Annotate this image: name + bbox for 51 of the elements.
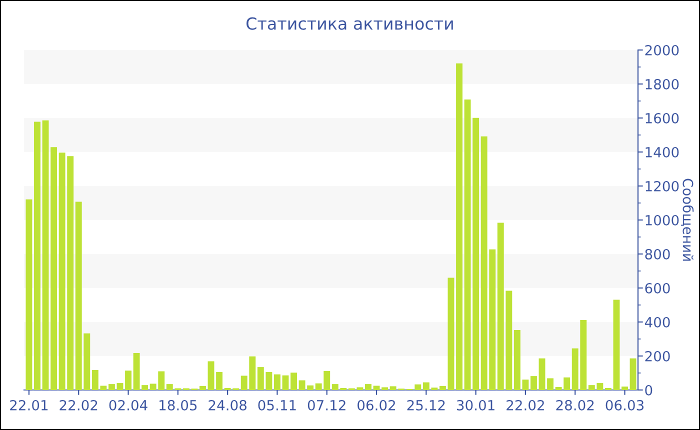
y-tick-label: 0	[645, 384, 652, 396]
y-tick-label: 200	[645, 350, 670, 362]
bar	[439, 386, 446, 390]
bar	[538, 358, 546, 390]
bar	[26, 199, 32, 390]
x-tick-label: 24.08	[208, 400, 246, 410]
bar	[290, 372, 297, 390]
bar	[373, 386, 380, 390]
bar	[547, 378, 554, 390]
y-tick-label: 1600	[646, 112, 679, 124]
bar	[34, 122, 40, 390]
x-tick-label: 22.02	[506, 400, 544, 410]
x-tick-label: 28.02	[556, 400, 594, 410]
y-tick-label: 800	[645, 248, 670, 260]
y-tick-label: 400	[644, 316, 670, 328]
y-tick-label: 600	[645, 282, 670, 294]
bar	[613, 300, 620, 390]
y-tick-label: 1800	[646, 78, 679, 90]
y-tick-label: 1400	[646, 146, 679, 158]
x-tick-label: 18.05	[160, 400, 197, 410]
bar	[116, 383, 124, 390]
bar	[630, 358, 636, 390]
x-tick-label: 02.04	[109, 400, 148, 410]
bar	[125, 370, 132, 390]
bar	[50, 147, 58, 390]
bar	[200, 386, 206, 390]
x-tick-label: 06.03	[606, 400, 644, 410]
x-tick-label: 30.01	[456, 400, 494, 410]
x-tick-label: 05.11	[258, 400, 296, 410]
y-tick-label: 1000	[646, 214, 679, 226]
bar	[208, 361, 214, 390]
y-axis-title: Сообщений	[681, 178, 694, 261]
x-tick-label: 22.01	[10, 400, 48, 410]
chart-title: Статистика активности	[246, 17, 453, 30]
bar	[622, 386, 628, 390]
bar	[382, 387, 388, 390]
bar	[448, 278, 454, 390]
x-tick-label: 22.02	[60, 400, 98, 410]
y-tick-label: 2000	[645, 44, 679, 56]
bar	[282, 375, 289, 390]
bar	[530, 376, 537, 390]
x-tick-label: 06.02	[358, 400, 395, 410]
bar	[108, 384, 115, 390]
bar	[274, 374, 280, 390]
bar	[42, 120, 49, 390]
bar	[456, 63, 462, 390]
bar	[365, 384, 372, 390]
x-tick-label: 07.12	[308, 400, 346, 410]
y-tick-label: 1200	[646, 180, 679, 192]
bar	[216, 372, 223, 390]
x-tick-label: 25.12	[407, 400, 445, 410]
